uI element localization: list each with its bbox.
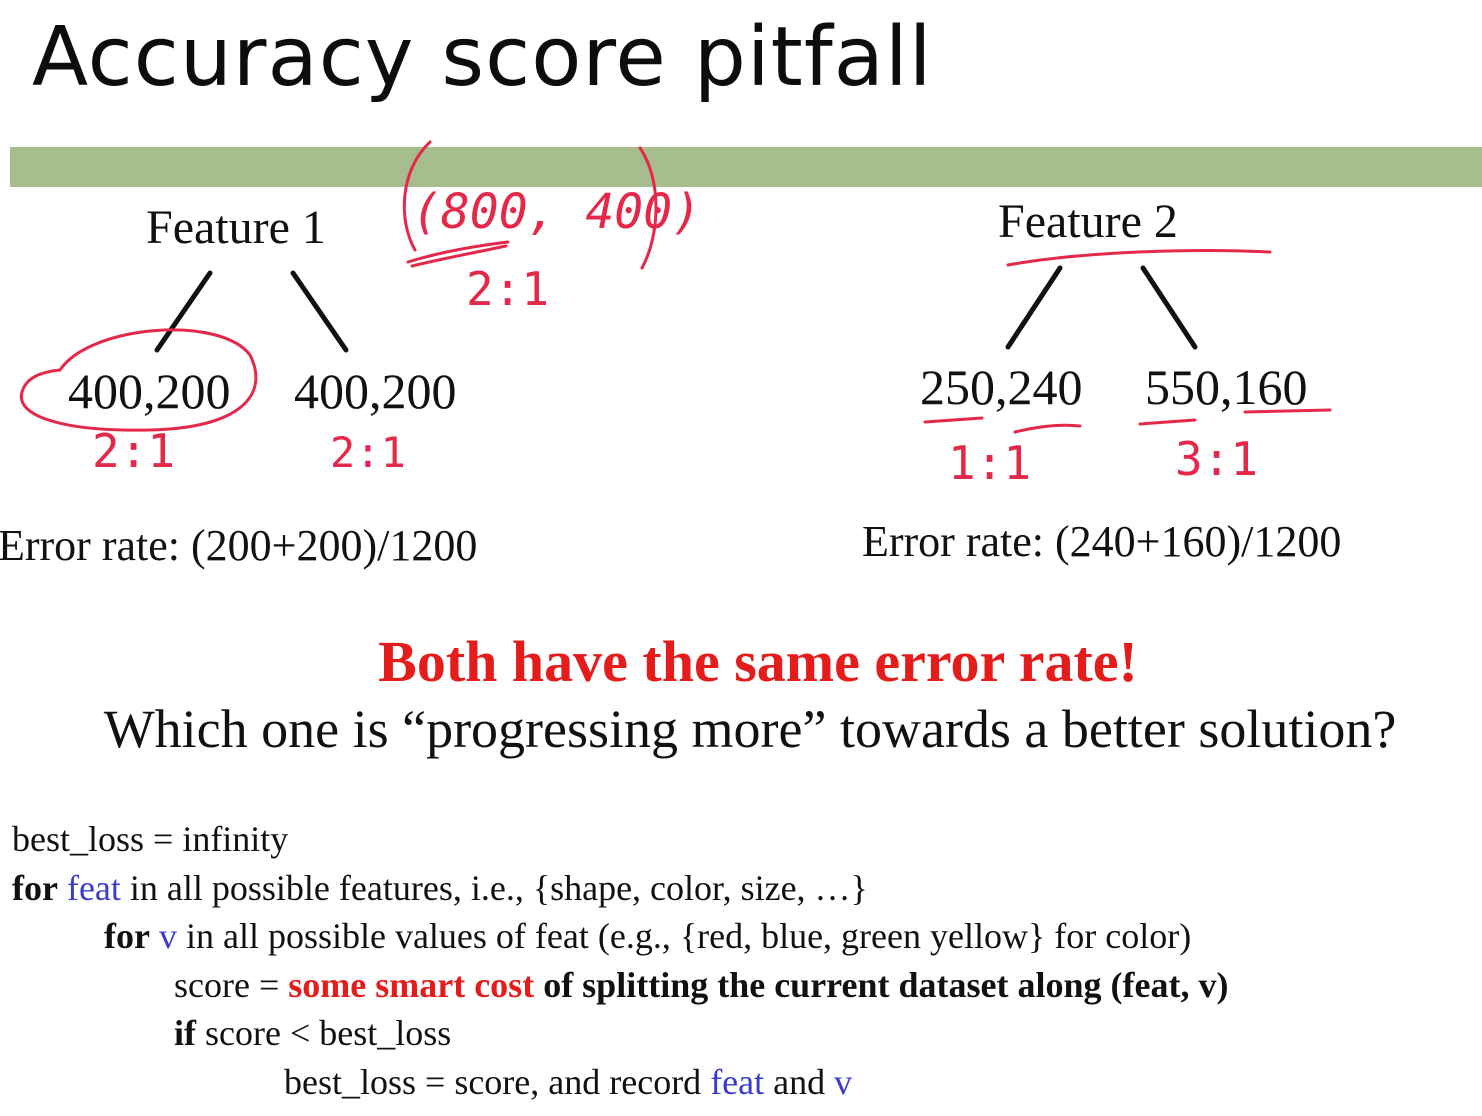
annotation-underline-feature2 [1006, 249, 1272, 267]
code-line-5: if score < best_loss [174, 1012, 451, 1054]
annotation-open-paren [402, 140, 432, 252]
annotation-close-paren [638, 146, 658, 270]
annotation-underline-250 [923, 416, 984, 424]
feature1-right-child: 400,200 [294, 363, 457, 419]
code-text: in all possible features, i.e., {shape, … [129, 868, 868, 908]
feature2-label: Feature 2 [998, 195, 1178, 248]
feature1-left-child: 400,200 [68, 363, 231, 419]
annotation-underline-550 [1138, 418, 1197, 426]
code-text: in all possible values of feat (e.g., {r… [185, 916, 1192, 956]
feature2-left-child: 250,240 [920, 359, 1083, 415]
code-var-feat: feat [710, 1062, 765, 1102]
annotation-f1-right-ratio: 2:1 [330, 428, 406, 477]
annotation-f2-left-ratio: 1:1 [948, 436, 1032, 490]
code-text: best_loss = score, and record [284, 1062, 702, 1102]
annotation-underline-240 [1013, 423, 1082, 434]
code-keyword-if: if [174, 1013, 196, 1053]
feature1-label: Feature 1 [146, 201, 326, 254]
code-line-1: best_loss = infinity [12, 819, 289, 859]
f1-right-branch [290, 270, 349, 353]
question: Which one is “progressing more” towards … [103, 699, 1397, 759]
code-emphasis: some smart cost [288, 965, 535, 1005]
feature1-error-rate: Error rate: (200+200)/1200 [0, 521, 478, 570]
annotation-scribble [406, 240, 510, 268]
title-divider-bar [10, 147, 1482, 187]
f1-left-branch [154, 270, 213, 353]
headline: Both have the same error rate! [378, 629, 1138, 694]
annotation-root-ratio: 2:1 [466, 262, 550, 316]
code-text: score = [174, 965, 280, 1005]
annotation-underline-160 [1243, 408, 1332, 414]
annotation-f1-left-ratio: 2:1 [92, 424, 176, 478]
slide-title: Accuracy score pitfall [32, 10, 933, 105]
code-var-v: v [834, 1062, 853, 1102]
code-var-feat: feat [66, 868, 121, 908]
f2-left-branch [1005, 265, 1063, 350]
feature2-error-rate: Error rate: (240+160)/1200 [862, 517, 1342, 566]
code-bold-text: of splitting the current dataset along (… [543, 965, 1229, 1005]
feature2-right-child: 550,160 [1145, 359, 1308, 415]
annotation-circle [19, 328, 258, 432]
code-line-3: for v in all possible values of feat (e.… [104, 915, 1191, 957]
code-keyword-for: for [12, 868, 58, 908]
code-line-2: for feat in all possible features, i.e.,… [12, 867, 868, 909]
f2-right-branch [1140, 265, 1198, 350]
code-line-6: best_loss = score, and record feat and v [284, 1061, 852, 1103]
annotation-f2-right-ratio: 3:1 [1175, 432, 1259, 486]
code-var-v: v [158, 916, 177, 956]
code-text: score < best_loss [205, 1013, 452, 1053]
code-keyword-for: for [104, 916, 150, 956]
annotation-root-counts: (800, 400) [412, 184, 701, 240]
code-line-4: score = some smart cost of splitting the… [174, 964, 1228, 1006]
code-text: and [773, 1062, 826, 1102]
